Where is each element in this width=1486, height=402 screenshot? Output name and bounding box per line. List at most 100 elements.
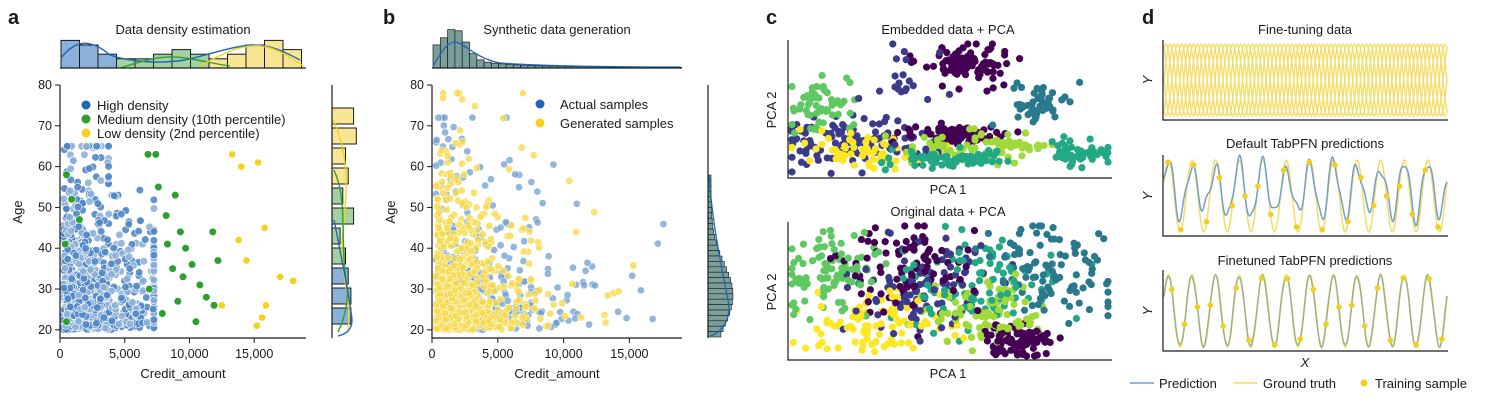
embedded-point [989, 84, 997, 92]
top-hist-bar [245, 44, 265, 69]
embedded-point [949, 53, 957, 61]
original-point [859, 338, 867, 346]
generated-sample-point [465, 289, 473, 297]
panel-d-finetuned-plot [1163, 273, 1448, 349]
high-density-point [66, 226, 76, 235]
embedded-point [943, 152, 951, 160]
original-point [823, 345, 831, 353]
right-hist-bar [331, 127, 357, 145]
original-point [941, 222, 949, 231]
actual-sample-point [502, 218, 510, 226]
original-point [999, 276, 1007, 285]
training-sample-point [1220, 323, 1226, 329]
original-point [1071, 249, 1079, 258]
panel-a-letter: a [8, 7, 20, 29]
actual-sample-point [583, 258, 592, 267]
generated-sample-point [457, 186, 466, 195]
actual-sample-point [500, 251, 509, 260]
original-point [970, 227, 979, 235]
generated-sample-point [525, 259, 534, 268]
original-point [792, 275, 800, 284]
original-point [852, 307, 860, 315]
embedded-point [996, 69, 1004, 77]
embedded-point [1016, 105, 1024, 113]
high-density-point [135, 268, 144, 277]
generated-sample-point [508, 279, 517, 288]
original-point [910, 242, 918, 250]
original-point [1055, 236, 1064, 244]
actual-sample-point [614, 307, 622, 316]
original-point [920, 222, 928, 230]
embedded-point [985, 150, 994, 158]
high-density-point [117, 210, 126, 219]
generated-sample-point [459, 278, 468, 287]
embedded-point [947, 130, 955, 138]
original-point [1065, 319, 1073, 328]
original-point [931, 253, 939, 261]
embedded-point [1000, 81, 1008, 89]
generated-sample-point [433, 307, 442, 315]
original-point [1065, 302, 1074, 311]
training-sample-point [1168, 286, 1175, 293]
generated-sample-point [446, 304, 455, 313]
top-hist-bar [79, 44, 99, 69]
original-point [815, 341, 823, 350]
training-sample-point [1426, 275, 1432, 282]
embedded-point [810, 90, 818, 98]
right-hist-bar [707, 304, 732, 311]
original-point [998, 329, 1006, 338]
low-density-point [289, 276, 297, 285]
embedded-point [806, 111, 814, 119]
original-point [790, 259, 798, 267]
actual-sample-point [487, 175, 495, 184]
medium-density-point [154, 182, 163, 192]
panel-b-title: Synthetic data generation [483, 22, 630, 37]
original-point [1104, 298, 1112, 306]
panel-c: c Embedded data + PCA PCA 1 PCA 2 Origin… [764, 7, 1112, 381]
embedded-point [834, 110, 842, 118]
original-point [877, 290, 885, 298]
x-tick-label: 0 [429, 347, 436, 361]
high-density-point [124, 220, 133, 229]
original-point [929, 270, 938, 278]
actual-sample-point [444, 135, 453, 144]
training-sample-point [1323, 321, 1329, 328]
training-sample-point [1400, 275, 1407, 281]
panel-d-default-plot [1163, 154, 1448, 234]
original-point [985, 289, 994, 297]
original-point [801, 344, 810, 352]
original-point [1024, 266, 1032, 275]
actual-sample-point [637, 286, 645, 295]
original-point [788, 264, 796, 273]
generated-sample-point [451, 311, 460, 320]
generated-sample-point [512, 304, 521, 313]
original-point [1056, 334, 1064, 342]
embedded-point [970, 55, 978, 63]
embedded-point [909, 155, 917, 163]
actual-sample-point [535, 324, 544, 333]
embedded-point [1013, 79, 1021, 87]
embedded-point [818, 83, 826, 91]
high-density-point [114, 320, 123, 329]
original-point [971, 245, 980, 253]
embedded-point [968, 62, 976, 70]
original-point [1004, 325, 1012, 333]
original-point [956, 257, 964, 265]
original-point [1073, 241, 1081, 249]
embedded-point [985, 46, 993, 54]
embedded-point [891, 72, 899, 80]
original-point [788, 301, 796, 309]
embedded-point [905, 77, 913, 85]
high-density-point [107, 259, 116, 268]
generated-sample-point [480, 282, 488, 291]
high-density-point [85, 197, 94, 206]
panel-b-letter: b [383, 7, 395, 29]
embedded-point [1090, 148, 1099, 156]
actual-sample-point [544, 252, 553, 261]
generated-sample-point [470, 188, 478, 197]
original-point [863, 329, 871, 337]
original-point [834, 344, 842, 352]
medium-density-point [61, 240, 70, 249]
generated-sample-point [577, 313, 585, 322]
embedded-point [869, 155, 877, 163]
